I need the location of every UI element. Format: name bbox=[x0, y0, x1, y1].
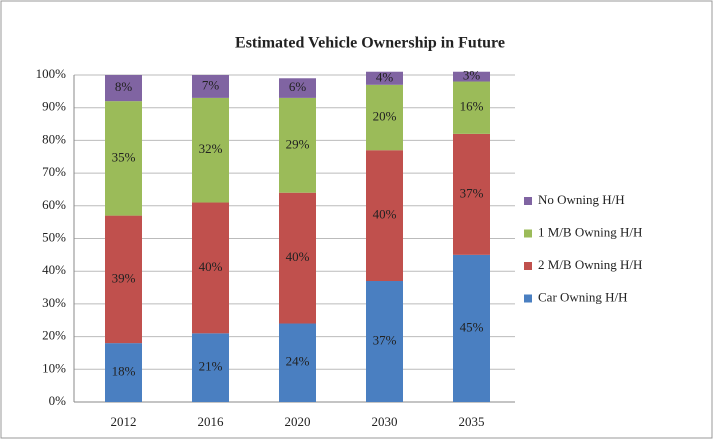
y-tick-label: 80% bbox=[42, 131, 66, 146]
x-tick-label: 2016 bbox=[198, 414, 225, 429]
data-label: 3% bbox=[463, 68, 481, 83]
bar-segment bbox=[453, 133, 490, 255]
bar-segment bbox=[192, 202, 229, 334]
bar-segment bbox=[366, 150, 403, 282]
y-tick-label: 50% bbox=[42, 229, 66, 244]
x-tick-label: 2012 bbox=[111, 414, 137, 429]
data-label: 37% bbox=[460, 185, 484, 200]
bar-segment bbox=[279, 78, 316, 98]
chart-title: Estimated Vehicle Ownership in Future bbox=[235, 35, 505, 52]
bar-segment bbox=[453, 81, 490, 134]
data-label: 20% bbox=[373, 108, 397, 123]
legend-label: 2 M/B Owning H/H bbox=[538, 257, 642, 272]
y-tick-label: 40% bbox=[42, 262, 66, 277]
bar-segment bbox=[279, 323, 316, 402]
x-tick-label: 2030 bbox=[372, 414, 398, 429]
data-label: 45% bbox=[460, 319, 484, 334]
legend-label: 1 M/B Owning H/H bbox=[538, 224, 642, 239]
data-label: 40% bbox=[373, 207, 397, 222]
data-label: 32% bbox=[199, 141, 223, 156]
bar-segment bbox=[105, 215, 142, 344]
legend-label: No Owning H/H bbox=[538, 192, 625, 207]
bar-segment bbox=[366, 71, 403, 85]
legend-swatch bbox=[524, 262, 532, 270]
y-tick-label: 100% bbox=[36, 66, 67, 81]
y-tick-label: 60% bbox=[42, 197, 66, 212]
legend-label: Car Owning H/H bbox=[538, 289, 628, 304]
bar-segment bbox=[366, 84, 403, 151]
data-label: 16% bbox=[460, 99, 484, 114]
bar-segment bbox=[453, 71, 490, 82]
data-label: 40% bbox=[199, 259, 223, 274]
data-label: 37% bbox=[373, 332, 397, 347]
data-label: 21% bbox=[199, 359, 223, 374]
data-label: 7% bbox=[202, 77, 220, 92]
bar-segment bbox=[366, 281, 403, 402]
y-tick-label: 10% bbox=[42, 360, 66, 375]
bar-segment bbox=[279, 192, 316, 324]
data-label: 6% bbox=[289, 79, 307, 94]
legend-swatch bbox=[524, 294, 532, 303]
data-label: 39% bbox=[112, 270, 136, 285]
data-label: 35% bbox=[112, 149, 136, 164]
bar-segment bbox=[105, 101, 142, 216]
bar-segment bbox=[192, 97, 229, 203]
bar-segment bbox=[105, 75, 142, 102]
x-tick-label: 2020 bbox=[285, 414, 311, 429]
data-label: 40% bbox=[286, 249, 310, 264]
y-tick-label: 0% bbox=[49, 393, 67, 408]
legend-swatch bbox=[524, 229, 532, 238]
data-label: 8% bbox=[115, 79, 133, 94]
x-tick-label: 2035 bbox=[459, 414, 485, 429]
y-tick-label: 30% bbox=[42, 295, 66, 310]
bar-segment bbox=[105, 343, 142, 402]
data-label: 24% bbox=[286, 354, 310, 369]
bar-segment bbox=[192, 75, 229, 98]
bar-segment bbox=[279, 97, 316, 193]
bar-segment bbox=[192, 333, 229, 402]
bar-segment bbox=[453, 254, 490, 402]
data-label: 29% bbox=[286, 136, 310, 151]
data-label: 18% bbox=[112, 364, 136, 379]
legend-swatch bbox=[524, 197, 532, 205]
y-tick-label: 20% bbox=[42, 328, 66, 343]
y-tick-label: 70% bbox=[42, 164, 66, 179]
y-tick-label: 90% bbox=[42, 99, 66, 114]
data-label: 4% bbox=[376, 69, 394, 84]
